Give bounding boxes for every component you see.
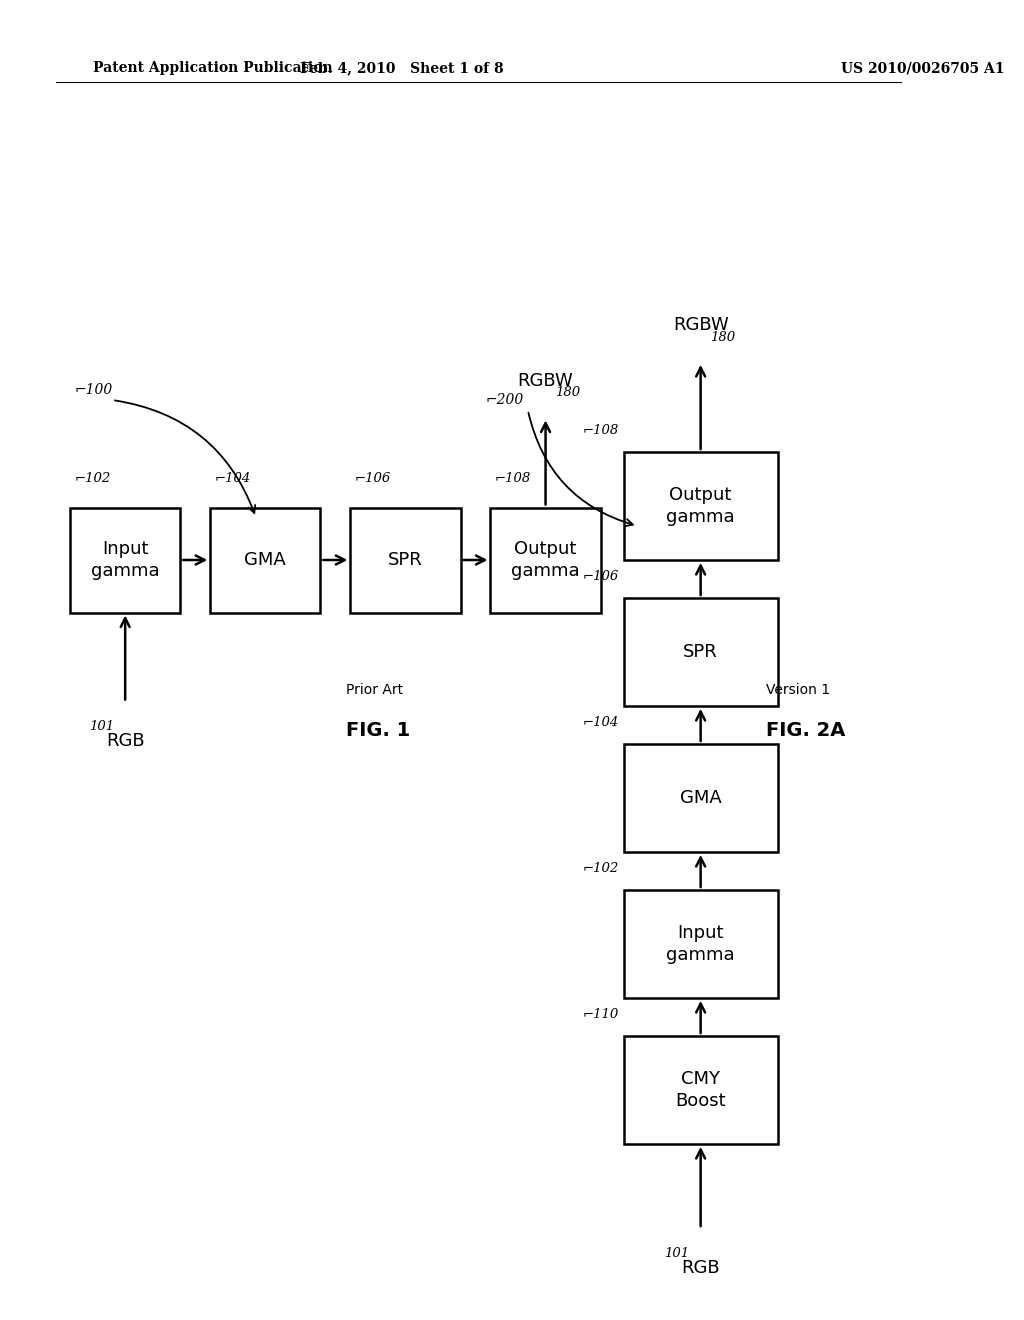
Text: ⌐102: ⌐102: [75, 473, 111, 486]
Text: ⌐200: ⌐200: [485, 393, 524, 407]
Text: Patent Application Publication: Patent Application Publication: [93, 61, 333, 75]
Text: ⌐106: ⌐106: [583, 570, 618, 583]
Text: 101: 101: [665, 1247, 689, 1261]
Text: 101: 101: [89, 721, 114, 734]
Text: ⌐110: ⌐110: [583, 1008, 618, 1020]
Bar: [70, 507, 180, 612]
Text: Output
gamma: Output gamma: [667, 486, 735, 527]
Text: FIG. 1: FIG. 1: [346, 721, 410, 739]
Text: ⌐106: ⌐106: [355, 473, 391, 486]
Text: ⌐104: ⌐104: [215, 473, 251, 486]
Text: ⌐108: ⌐108: [583, 424, 618, 437]
Bar: [350, 507, 461, 612]
Text: Version 1: Version 1: [766, 682, 830, 697]
Bar: [624, 451, 777, 560]
Text: SPR: SPR: [683, 643, 718, 661]
Text: Prior Art: Prior Art: [346, 682, 402, 697]
Bar: [624, 744, 777, 851]
Text: Input
gamma: Input gamma: [667, 924, 735, 964]
Text: ⌐104: ⌐104: [583, 715, 618, 729]
Bar: [210, 507, 321, 612]
Text: ⌐102: ⌐102: [583, 862, 618, 875]
Text: GMA: GMA: [680, 789, 722, 807]
Text: Input
gamma: Input gamma: [91, 540, 160, 579]
Text: RGB: RGB: [681, 1259, 720, 1276]
Text: 180: 180: [710, 331, 735, 345]
Text: RGB: RGB: [105, 733, 144, 751]
Text: ⌐108: ⌐108: [496, 473, 531, 486]
Text: RGBW: RGBW: [518, 371, 573, 389]
Text: RGBW: RGBW: [673, 315, 728, 334]
Text: GMA: GMA: [245, 550, 286, 569]
Text: Feb. 4, 2010   Sheet 1 of 8: Feb. 4, 2010 Sheet 1 of 8: [300, 61, 504, 75]
Bar: [624, 1036, 777, 1144]
Text: FIG. 2A: FIG. 2A: [766, 721, 846, 739]
Text: CMY
Boost: CMY Boost: [675, 1071, 726, 1110]
Bar: [624, 890, 777, 998]
Text: US 2010/0026705 A1: US 2010/0026705 A1: [841, 61, 1005, 75]
Text: ⌐100: ⌐100: [75, 383, 113, 397]
Bar: [624, 598, 777, 706]
Text: 180: 180: [555, 387, 580, 400]
Bar: [490, 507, 601, 612]
Text: Output
gamma: Output gamma: [511, 540, 580, 579]
Text: SPR: SPR: [388, 550, 423, 569]
